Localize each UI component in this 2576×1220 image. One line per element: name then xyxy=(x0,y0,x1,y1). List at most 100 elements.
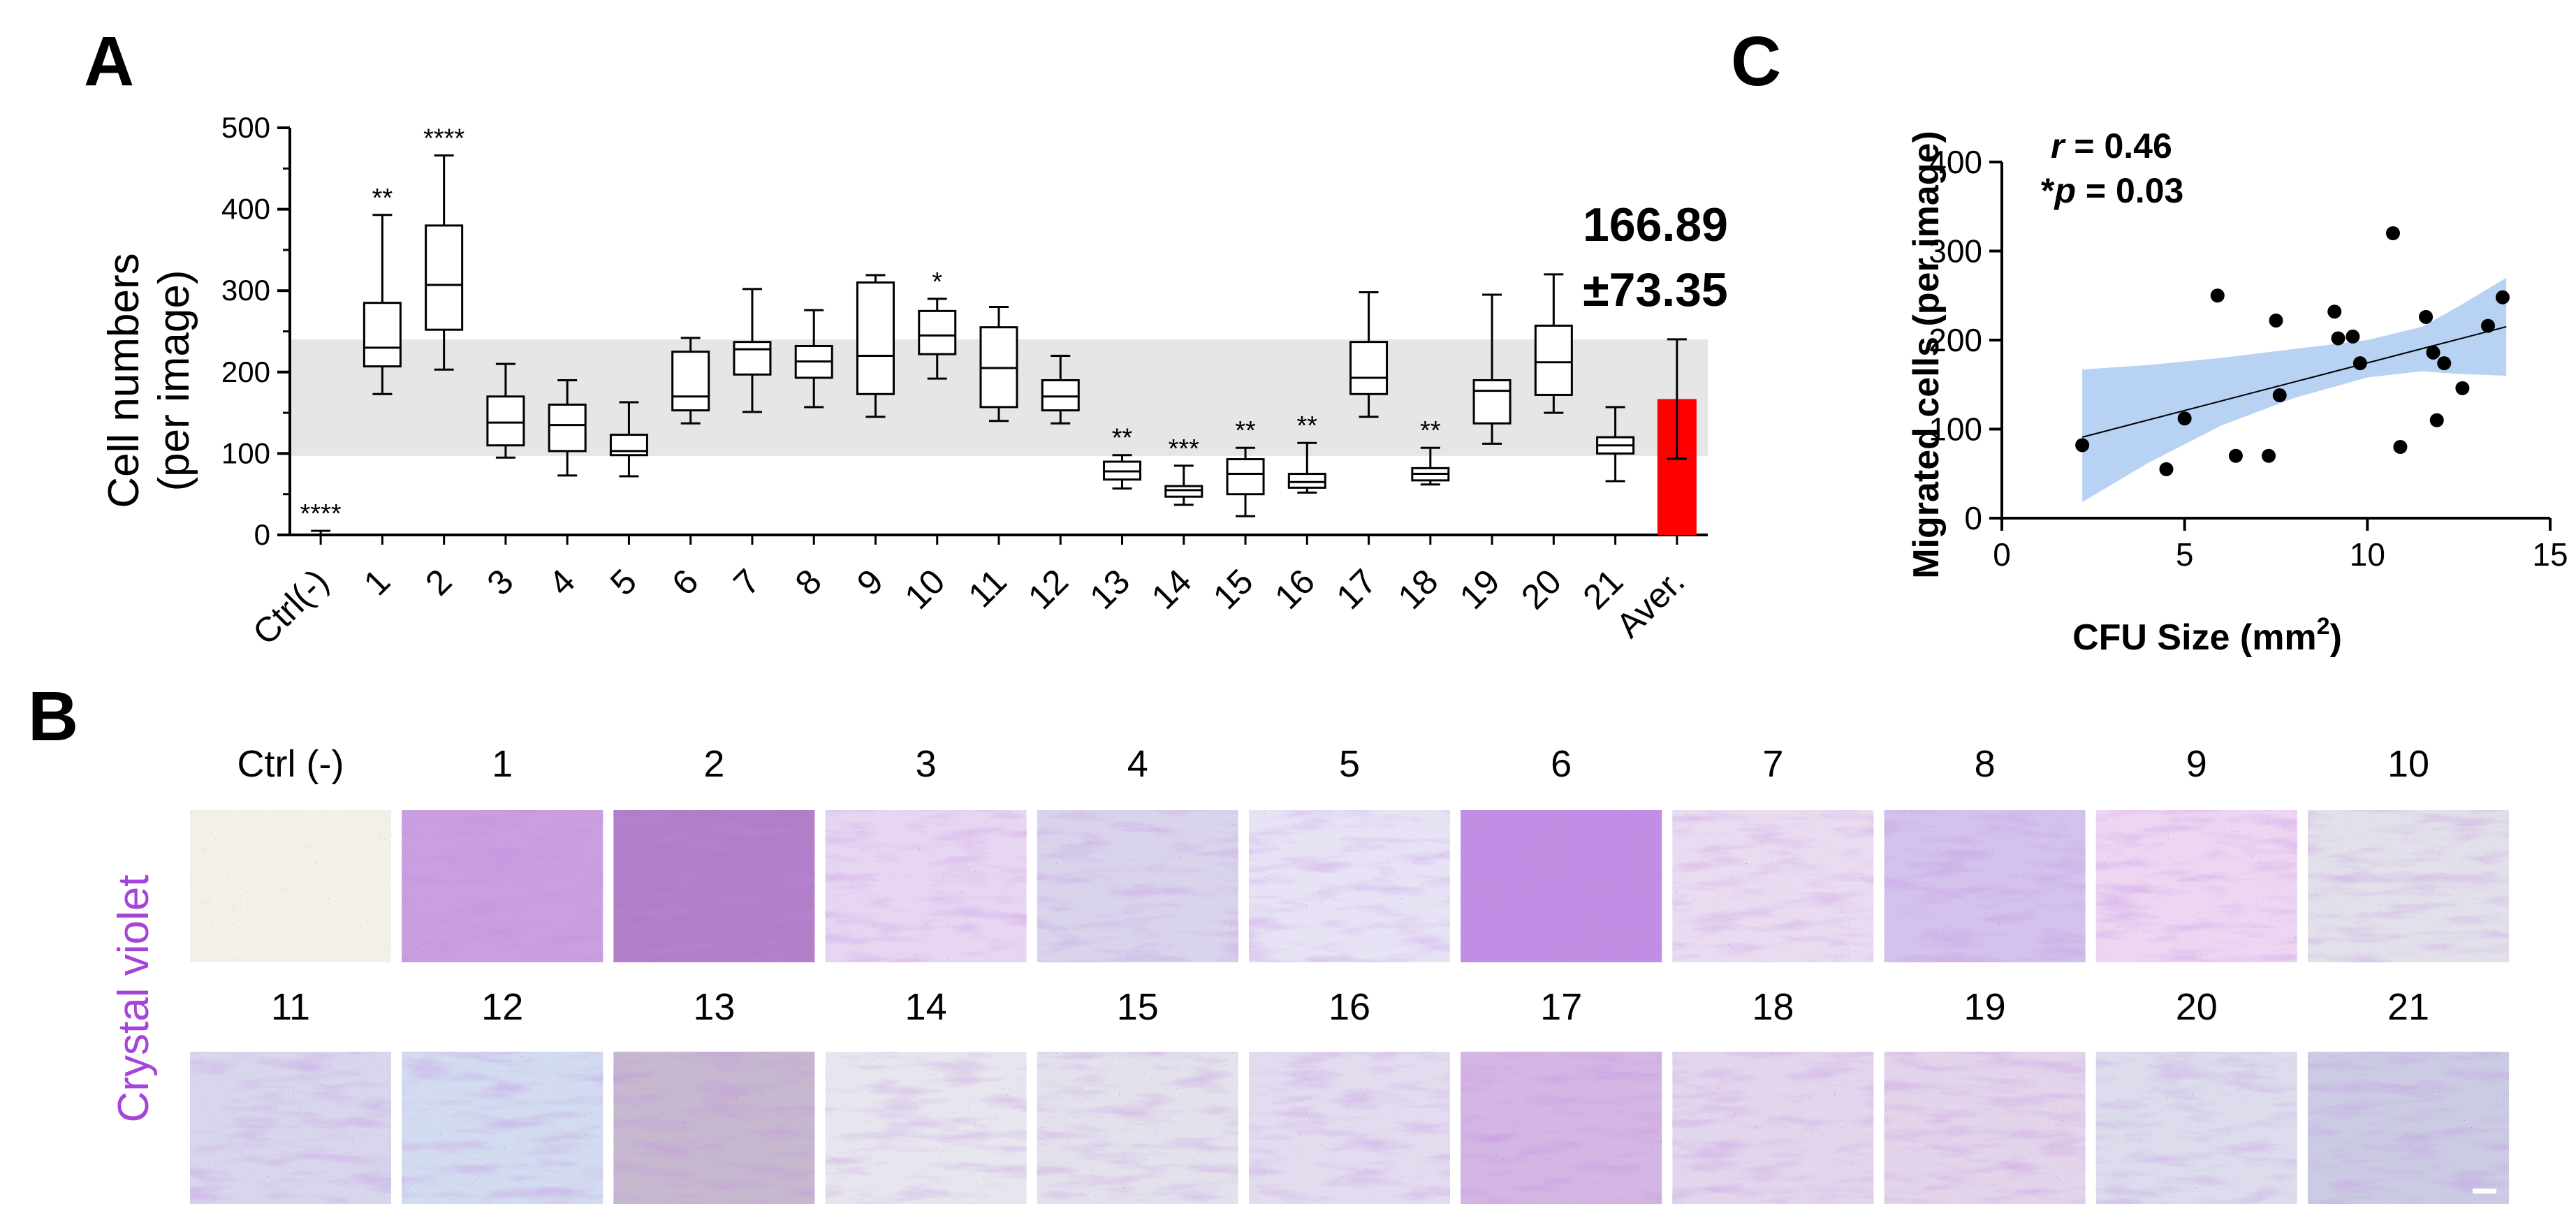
micrograph-speckle xyxy=(402,1052,603,1204)
data-point xyxy=(2385,226,2400,240)
image-label: 3 xyxy=(916,743,937,785)
micrograph-speckle xyxy=(402,810,603,962)
x-tick-label: 10 xyxy=(898,561,953,617)
significance-label: **** xyxy=(423,124,464,154)
box-iqr xyxy=(1349,341,1389,395)
data-point xyxy=(2159,462,2174,476)
image-tile-5: 5 xyxy=(1249,743,1450,962)
micrograph-speckle xyxy=(825,810,1027,962)
image-label: Ctrl (-) xyxy=(237,743,344,785)
panel-a-letter: A xyxy=(84,22,134,101)
data-point xyxy=(2272,388,2287,403)
box-iqr xyxy=(1287,473,1326,489)
micrograph-speckle xyxy=(1884,810,2086,962)
box-iqr xyxy=(548,403,587,453)
panel-b-images: B Crystal violet Ctrl (-) 1 2 3 4 5 6 7 8 9 10 11 1… xyxy=(28,677,2509,1204)
x-tick-label: 1 xyxy=(356,561,397,603)
data-point xyxy=(2177,411,2192,426)
micrograph-speckle xyxy=(1461,810,1662,962)
image-tile-1: 1 xyxy=(402,743,603,962)
x-tick-label: 16 xyxy=(1267,561,1322,617)
box-iqr xyxy=(363,302,402,368)
micrograph-speckle xyxy=(2308,810,2509,962)
x-tick-label: Ctrl(-) xyxy=(245,561,336,652)
y-tick-label: 200 xyxy=(221,355,270,388)
panel-a-ylabel-line2: (per image) xyxy=(150,270,198,492)
x-tick-label: 12 xyxy=(1020,561,1076,617)
data-point xyxy=(2455,381,2470,395)
micrograph-speckle xyxy=(190,1052,391,1204)
box-iqr xyxy=(918,309,957,355)
image-label: 18 xyxy=(1752,986,1794,1028)
image-label: 10 xyxy=(2387,743,2429,785)
x-tick-label: 5 xyxy=(603,561,644,603)
data-point xyxy=(2269,313,2283,328)
box-19: 19 xyxy=(1452,293,1512,617)
significance-label: * xyxy=(932,267,942,297)
regression-line xyxy=(2081,325,2507,438)
p-symbol: p xyxy=(2053,171,2076,210)
box-iqr xyxy=(1226,458,1265,496)
x-tick-label: 13 xyxy=(1082,561,1137,617)
box-iqr xyxy=(1472,379,1512,425)
y-tick-label: 200 xyxy=(1929,322,1982,358)
image-tile-6: 6 xyxy=(1461,743,1662,962)
image-label: 21 xyxy=(2387,986,2429,1028)
image-label: 2 xyxy=(703,743,724,785)
r-statistic: r = 0.46 xyxy=(2051,126,2172,166)
panel-a-boxplot: A Cell numbers (per image) 0 100 200 300 400… xyxy=(84,22,1728,652)
image-label: 12 xyxy=(481,986,523,1028)
x-tick-label: 19 xyxy=(1452,561,1507,617)
image-label: 8 xyxy=(1975,743,1996,785)
x-tick-label: 10 xyxy=(2350,536,2385,573)
x-tick-label: 0 xyxy=(1993,536,2011,573)
panel-c-scatter: C Migrated cells (per image) CFU Size (m… xyxy=(1731,22,2568,658)
significance-label: **** xyxy=(300,499,342,529)
significance-label: ** xyxy=(1112,424,1133,453)
x-tick-label: 18 xyxy=(1391,561,1446,617)
image-label: 17 xyxy=(1540,986,1582,1028)
image-label: 15 xyxy=(1117,986,1159,1028)
data-point xyxy=(2210,288,2225,303)
image-tile-19: 19 xyxy=(1884,986,2086,1204)
xlabel-main: CFU Size (mm xyxy=(2072,617,2317,658)
x-tick-label: 14 xyxy=(1144,561,1199,617)
significance-label: ** xyxy=(372,184,393,213)
image-label: 6 xyxy=(1551,743,1572,785)
panel-a-ylabel-line1: Cell numbers xyxy=(100,253,148,508)
image-tile-2: 2 xyxy=(613,743,815,962)
x-tick-label: 15 xyxy=(2532,536,2568,573)
x-tick-label: 4 xyxy=(541,561,583,603)
panel-c-axes: 0 100 200 300 400 0 5 10 15 xyxy=(1929,144,2568,573)
image-label: 7 xyxy=(1762,743,1783,785)
image-tile-3: 3 xyxy=(825,743,1027,962)
y-tick-label: 300 xyxy=(1929,233,1982,270)
significance-label: ** xyxy=(1297,411,1318,441)
image-tile-15: 15 xyxy=(1037,986,1238,1204)
p-statistic: *p = 0.03 xyxy=(2041,171,2183,210)
image-tile-12: 12 xyxy=(402,986,603,1204)
x-tick-label: Aver. xyxy=(1609,561,1692,645)
x-tick-label: 6 xyxy=(664,561,705,603)
micrograph-speckle xyxy=(1249,1052,1450,1204)
data-point xyxy=(2228,448,2243,463)
y-tick-label: 300 xyxy=(221,274,270,307)
image-tile-ctrl: Ctrl (-) xyxy=(190,743,391,962)
image-label: 1 xyxy=(492,743,513,785)
data-point xyxy=(2327,304,2342,319)
image-label: 14 xyxy=(905,986,947,1028)
micrograph-speckle xyxy=(2308,1052,2509,1204)
panel-b-letter: B xyxy=(28,677,78,756)
x-tick-label: 20 xyxy=(1514,561,1569,617)
image-label: 9 xyxy=(2186,743,2207,785)
xlabel-close: ) xyxy=(2330,617,2342,658)
box-iqr xyxy=(856,281,895,395)
average-value: 166.89 xyxy=(1583,198,1728,251)
image-tile-11: 11 xyxy=(190,986,391,1204)
average-sd: ±73.35 xyxy=(1583,263,1728,316)
data-point xyxy=(2352,356,2367,371)
scale-bar xyxy=(2473,1189,2496,1193)
micrograph-speckle xyxy=(825,1052,1027,1204)
image-tile-4: 4 xyxy=(1037,743,1238,962)
panel-c-letter: C xyxy=(1731,22,1781,101)
